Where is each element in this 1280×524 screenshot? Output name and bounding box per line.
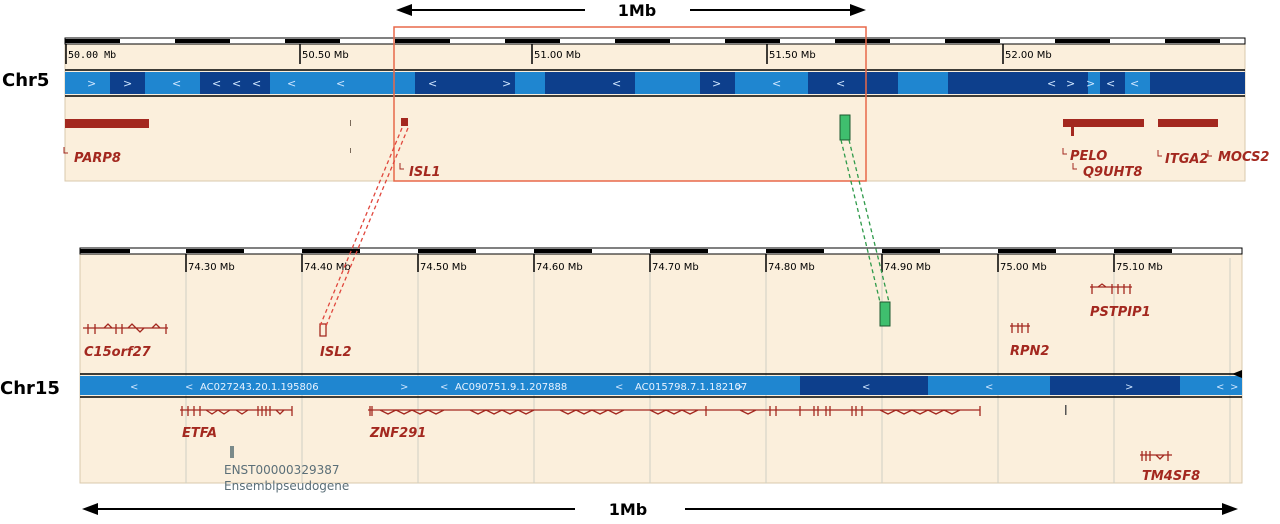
chr15-ruler-dashes: [80, 249, 1172, 253]
chr5-ruler-dashes: [65, 39, 1220, 43]
chr15-tick-label: 74.40 Mb: [304, 262, 351, 273]
gene-isl1-block: [401, 118, 408, 126]
chr5-contig-track: > > < < < < < < < > < > < < < > > < <: [65, 69, 1245, 97]
green-gene-chr15: [879, 301, 891, 327]
ortholog-links: [319, 127, 890, 327]
top-scale-label: 1Mb: [618, 1, 657, 20]
red-link: [325, 127, 409, 327]
gene-label-isl1: ISL1: [409, 165, 441, 180]
gene-label-isl2: ISL2: [320, 345, 352, 360]
svg-text:>: >: [735, 382, 743, 393]
svg-text:<: <: [1216, 382, 1224, 393]
gene-label-tm4sf8: TM4SF8: [1142, 469, 1200, 484]
svg-text:<: <: [836, 77, 845, 90]
chr15-tick-label: 74.70 Mb: [652, 262, 699, 273]
chr5-tick-label: 50.50 Mb: [302, 50, 349, 61]
gene-itga2-block: [1158, 119, 1213, 127]
svg-text:<: <: [1047, 77, 1056, 90]
svg-text:<: <: [212, 77, 221, 90]
gene-label-znf291: ZNF291: [369, 426, 426, 441]
chr15-label: Chr15: [0, 378, 60, 399]
chr5-tick-label: 50.00 Mb: [68, 50, 116, 61]
chr15-top-gene-labels: C15orf27 ISL2 RPN2 PSTPIP1: [84, 305, 1151, 360]
contig-label: AC027243.20.1.195806: [200, 382, 319, 393]
chr15-bottom-gene-glyphs: [180, 406, 1172, 461]
svg-text:>: >: [1230, 382, 1238, 393]
svg-text:<: <: [185, 382, 193, 393]
gene-label-rpn2: RPN2: [1010, 344, 1049, 359]
chr5-ticks: 50.00 Mb 50.50 Mb 51.00 Mb 51.50 Mb 52.0…: [65, 44, 1052, 64]
chr5-contig-arrows: > > < < < < < < < > < > < < < > > < <: [87, 77, 1139, 90]
gene-parp8-block: [65, 119, 149, 128]
svg-text:<: <: [1130, 77, 1139, 90]
chr5-label: Chr5: [2, 70, 49, 91]
svg-text:<: <: [772, 77, 781, 90]
chr5-panel: 50.00 Mb 50.50 Mb 51.00 Mb 51.50 Mb 52.0…: [63, 37, 1269, 182]
chr15-panel: 74.30 Mb 74.40 Mb 74.50 Mb 74.60 Mb 74.7…: [79, 247, 1243, 493]
gene-label-mocs2: MOCS2: [1218, 150, 1269, 165]
svg-text:<: <: [1106, 77, 1115, 90]
svg-text:>: >: [1066, 77, 1075, 90]
svg-text:<: <: [615, 382, 623, 393]
svg-text:<: <: [985, 382, 993, 393]
chr15-top-gene-glyphs: [83, 283, 1132, 337]
chr5-tick-label: 51.50 Mb: [769, 50, 816, 61]
green-gene-chr5: [839, 114, 851, 141]
svg-text:<: <: [612, 77, 621, 90]
gene-label-itga2: ITGA2: [1165, 152, 1208, 167]
svg-text:>: >: [123, 77, 132, 90]
svg-text:>: >: [87, 77, 96, 90]
svg-text:>: >: [1125, 382, 1133, 393]
svg-text:>: >: [400, 382, 408, 393]
chr5-genes: PARP8 ISL1 PELO Q9UHT8 ITGA2 MOCS2: [63, 114, 1269, 180]
chr15-tick-label: 74.90 Mb: [884, 262, 931, 273]
bottom-scale-label: 1Mb: [609, 500, 648, 519]
chr15-contig-arrows: < < > < < > < < > < >: [130, 382, 1238, 393]
svg-text:<: <: [440, 382, 448, 393]
gene-pelo-block: [1063, 119, 1144, 127]
gene-label-c15orf27: C15orf27: [84, 345, 152, 360]
chr5-tick-label: 52.00 Mb: [1005, 50, 1052, 61]
svg-text:<: <: [336, 77, 345, 90]
svg-text:<: <: [862, 382, 870, 393]
chr15-tick-label: 75.00 Mb: [1000, 262, 1047, 273]
gene-label-pstpip1: PSTPIP1: [1090, 305, 1151, 320]
svg-text:>: >: [502, 77, 511, 90]
chr15-bottom-gene-labels: ETFA ZNF291 TM4SF8: [182, 426, 1200, 484]
svg-text:<: <: [252, 77, 261, 90]
svg-text:<: <: [130, 382, 138, 393]
pseudogene-id: ENST00000329387: [224, 463, 340, 477]
pseudogene-block: [230, 446, 234, 458]
svg-text:>: >: [1086, 77, 1095, 90]
svg-text:<: <: [287, 77, 296, 90]
gene-label-q9uht8: Q9UHT8: [1083, 165, 1142, 180]
svg-text:<: <: [172, 77, 181, 90]
chr5-highlight-box: [393, 26, 867, 182]
chr15-ticks: 74.30 Mb 74.40 Mb 74.50 Mb 74.60 Mb 74.7…: [185, 254, 1163, 273]
chr15-gridlines: [185, 258, 1231, 483]
svg-text:>: >: [712, 77, 721, 90]
svg-text:<: <: [232, 77, 241, 90]
chr15-tick-label: 74.50 Mb: [420, 262, 467, 273]
gene-label-etfa: ETFA: [182, 426, 217, 441]
gene-label-parp8: PARP8: [74, 151, 121, 166]
svg-text:<: <: [428, 77, 437, 90]
pseudogene-type: Ensemblpseudogene: [224, 479, 349, 493]
chr5-tick-label: 51.00 Mb: [534, 50, 581, 61]
bottom-scale-bar: 1Mb: [82, 500, 1238, 519]
contig-label: AC015798.7.1.182107: [635, 382, 747, 393]
red-link: [319, 127, 403, 327]
top-scale-bar: 1Mb: [396, 1, 866, 20]
chr15-tick-label: 74.80 Mb: [768, 262, 815, 273]
chr15-tick-label: 74.30 Mb: [188, 262, 235, 273]
chr15-contig-track: < < > < < > < < > < > AC027243.20.1.195806 AC0…: [80, 370, 1242, 398]
contig-label: AC090751.9.1.207888: [455, 382, 567, 393]
chr15-tick-label: 75.10 Mb: [1116, 262, 1163, 273]
gene-label-pelo: PELO: [1070, 149, 1107, 164]
chr15-tick-label: 74.60 Mb: [536, 262, 583, 273]
